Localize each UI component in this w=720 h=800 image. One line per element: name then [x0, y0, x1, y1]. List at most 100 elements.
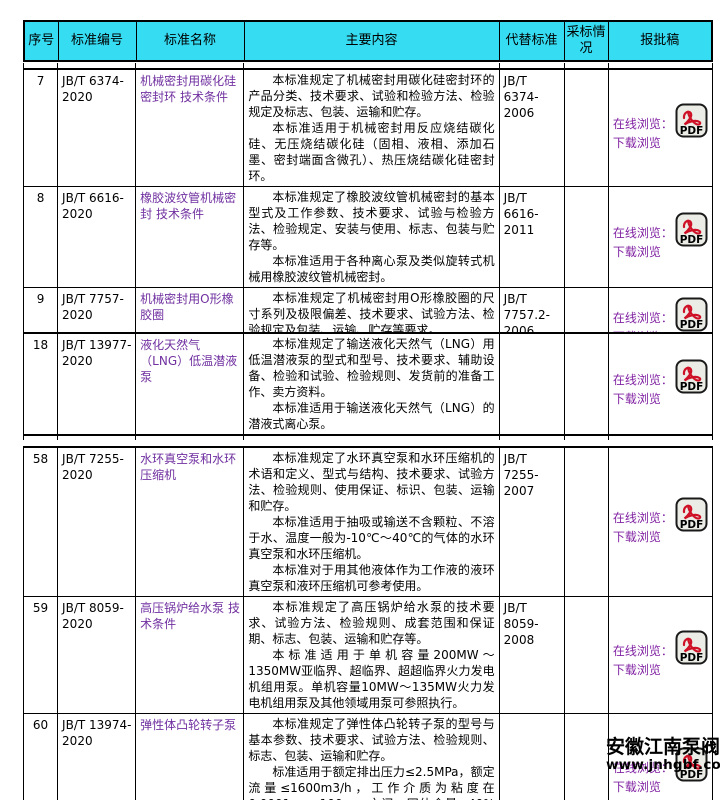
content-paragraph: 本标准规定了弹性体凸轮转子泵的型号与基本参数、技术要求、试验方法、检验规则、标志…: [248, 717, 495, 763]
content-paragraph: 本标准规定了水环真空泵和水环压缩机的术语和定义、型式与结构、技术要求、试验方法、…: [248, 451, 495, 513]
col-header-content: 主要内容: [243, 20, 500, 62]
online-view-link[interactable]: 在线浏览：: [612, 117, 673, 131]
row-number: 58: [22, 446, 59, 597]
table-row-7: 7 JB/T 6374-2020 机械密封用碳化硅密封环 技术条件 本标准规定了…: [22, 68, 714, 187]
pdf-icon[interactable]: PDF: [675, 747, 708, 787]
main-content: 本标准规定了弹性体凸轮转子泵的型号与基本参数、技术要求、试验方法、检验规则、标志…: [243, 713, 500, 800]
download-view-link[interactable]: 下载浏览: [612, 392, 661, 406]
download-view-link[interactable]: 下载浏览: [612, 245, 661, 259]
row-number: 59: [22, 596, 59, 714]
content-paragraph: 本标准适用于各种离心泵及类似旋转式机械用橡胶波纹管机械密封。: [248, 254, 495, 284]
main-content: 本标准规定了机械密封用碳化硅密封环的产品分类、技术要求、试验和检验方法、检验规定…: [243, 68, 500, 187]
main-content: 本标准规定了水环真空泵和水环压缩机的术语和定义、型式与结构、技术要求、试验方法、…: [243, 446, 500, 597]
content-paragraph: 本标准规定了橡胶波纹管机械密封的基本型式及工作参数、技术要求、试验与检验方法、检…: [248, 190, 495, 252]
standard-code: JB/T 7255-2020: [57, 446, 137, 597]
standard-code: JB/T 6616-2020: [57, 186, 137, 288]
download-view-link[interactable]: 下载浏览: [612, 136, 661, 150]
adoption-status: [563, 596, 609, 714]
main-content: 本标准规定了输送液化天然气（LNG）用低温潜液泵的型式和型号、技术要求、辅助设备…: [243, 332, 500, 436]
watermark-company: 安徽江南泵阀: [606, 736, 720, 758]
col-header-name: 标准名称: [135, 20, 245, 62]
col-header-code: 标准编号: [57, 20, 137, 62]
adoption-status: [563, 446, 609, 597]
table-section-rows-7-9: 7 JB/T 6374-2020 机械密封用碳化硅密封环 技术条件 本标准规定了…: [22, 63, 714, 362]
col-header-adoption: 采标情况: [563, 20, 609, 62]
content-paragraph: 本标准规定了输送液化天然气（LNG）用低温潜液泵的型式和型号、技术要求、辅助设备…: [248, 337, 495, 399]
online-view-link[interactable]: 在线浏览：: [612, 311, 673, 325]
replaced-standard: JB/T 8059-2008: [498, 596, 565, 714]
standard-name: 液化天然气（LNG）低温潜液泵: [135, 332, 245, 436]
online-view-link[interactable]: 在线浏览：: [612, 761, 673, 775]
standard-name: 弹性体凸轮转子泵: [135, 713, 245, 800]
standard-code: JB/T 13974-2020: [57, 713, 137, 800]
row-number: 7: [22, 68, 59, 187]
pdf-icon[interactable]: PDF: [675, 497, 708, 537]
standard-name: 水环真空泵和水环压缩机: [135, 446, 245, 597]
online-view-link[interactable]: 在线浏览：: [612, 373, 673, 387]
pdf-icon[interactable]: PDF: [675, 297, 708, 337]
content-paragraph: 标准适用于额定排出压力≤2.5MPa，额定流量≤1600m3/h，工作介质为粘度…: [248, 765, 495, 800]
col-header-replaced: 代替标准: [498, 20, 565, 62]
table-row-18: 18 JB/T 13977-2020 液化天然气（LNG）低温潜液泵 本标准规定…: [22, 332, 714, 436]
replaced-standard: [498, 332, 565, 436]
standard-code: JB/T 8059-2020: [57, 596, 137, 714]
replaced-standard: JB/T 7255-2007: [498, 446, 565, 597]
row-number: 60: [22, 713, 59, 800]
content-paragraph: 本标准适用于机械密封用反应烧结碳化硅、无压烧结碳化硅（固相、液相、添加石墨、密封…: [248, 121, 495, 183]
site-watermark: 安徽江南泵阀 www.jnhgbf.com: [606, 736, 720, 774]
main-content: 本标准规定了高压锅炉给水泵的技术要求、试验方法、检验规则、成套范围和保证期、标志…: [243, 596, 500, 714]
adoption-status: [563, 713, 609, 800]
pdf-icon-label: PDF: [680, 125, 704, 137]
pdf-icon-label: PDF: [680, 769, 704, 781]
download-view-link[interactable]: 下载浏览: [612, 530, 661, 544]
pdf-icon-label: PDF: [680, 381, 704, 393]
pdf-icon[interactable]: PDF: [675, 212, 708, 252]
header-row: 序号 标准编号 标准名称 主要内容 代替标准 采标情况 报批稿: [23, 20, 713, 62]
standard-code: JB/T 6374-2020: [57, 68, 137, 187]
main-content: 本标准规定了橡胶波纹管机械密封的基本型式及工作参数、技术要求、试验与检验方法、检…: [243, 186, 500, 288]
replaced-standard: JB/T 6616-2011: [498, 186, 565, 288]
table-section-row-18: 18 JB/T 13977-2020 液化天然气（LNG）低温潜液泵 本标准规定…: [22, 332, 714, 440]
approval-cell: 在线浏览： 下载浏览 PDF: [607, 713, 714, 800]
content-paragraph: 本标准适用于单机容量200MW～1350MW亚临界、超临界、超超临界火力发电机组…: [248, 648, 495, 710]
standard-name: 高压锅炉给水泵 技术条件: [135, 596, 245, 714]
table-header-section: 序号 标准编号 标准名称 主要内容 代替标准 采标情况 报批稿: [23, 20, 713, 62]
table-row-59: 59 JB/T 8059-2020 高压锅炉给水泵 技术条件 本标准规定了高压锅…: [22, 596, 714, 714]
adoption-status: [563, 186, 609, 288]
pdf-icon[interactable]: PDF: [675, 359, 708, 399]
online-view-link[interactable]: 在线浏览：: [612, 226, 673, 240]
table-row-60: 60 JB/T 13974-2020 弹性体凸轮转子泵 本标准规定了弹性体凸轮转…: [22, 713, 714, 800]
approval-cell: 在线浏览： 下载浏览 PDF: [607, 332, 714, 436]
content-paragraph: 本标准规定了机械密封用O形橡胶圈的尺寸系列及极限偏差、技术要求、试验方法、检验规…: [248, 291, 495, 337]
content-paragraph: 本标准规定了机械密封用碳化硅密封环的产品分类、技术要求、试验和检验方法、检验规定…: [248, 73, 495, 119]
approval-cell: 在线浏览： 下载浏览 PDF: [607, 446, 714, 597]
adoption-status: [563, 332, 609, 436]
download-view-link[interactable]: 下载浏览: [612, 663, 661, 677]
download-view-link[interactable]: 下载浏览: [612, 780, 661, 794]
adoption-status: [563, 68, 609, 187]
pdf-icon-label: PDF: [680, 234, 704, 246]
approval-cell: 在线浏览： 下载浏览 PDF: [607, 596, 714, 714]
approval-cell: 在线浏览： 下载浏览 PDF: [607, 186, 714, 288]
pdf-icon-label: PDF: [680, 652, 704, 664]
pdf-icon[interactable]: PDF: [675, 630, 708, 670]
pdf-icon-label: PDF: [680, 319, 704, 331]
standard-name: 机械密封用碳化硅密封环 技术条件: [135, 68, 245, 187]
content-paragraph: 本标准适用于输送液化天然气（LNG）的潜液式离心泵。: [248, 401, 495, 431]
pdf-icon-label: PDF: [680, 519, 704, 531]
table-section-rows-58-60: 58 JB/T 7255-2020 水环真空泵和水环压缩机 本标准规定了水环真空…: [22, 446, 714, 800]
pdf-icon[interactable]: PDF: [675, 103, 708, 143]
row-fragment: [22, 434, 714, 440]
row-number: 8: [22, 186, 59, 288]
row-number: 18: [22, 332, 59, 436]
watermark-url: www.jnhgbf.com: [606, 757, 720, 774]
replaced-standard: JB/T 6374-2006: [498, 68, 565, 187]
standard-name: 橡胶波纹管机械密封 技术条件: [135, 186, 245, 288]
replaced-standard: [498, 713, 565, 800]
table-row-58: 58 JB/T 7255-2020 水环真空泵和水环压缩机 本标准规定了水环真空…: [22, 446, 714, 597]
online-view-link[interactable]: 在线浏览：: [612, 644, 673, 658]
online-view-link[interactable]: 在线浏览：: [612, 511, 673, 525]
content-paragraph: 本标准适用于抽吸或输送不含颗粒、不溶于水、温度一般为-10℃～40℃的气体的水环…: [248, 515, 495, 561]
table-row-8: 8 JB/T 6616-2020 橡胶波纹管机械密封 技术条件 本标准规定了橡胶…: [22, 186, 714, 288]
